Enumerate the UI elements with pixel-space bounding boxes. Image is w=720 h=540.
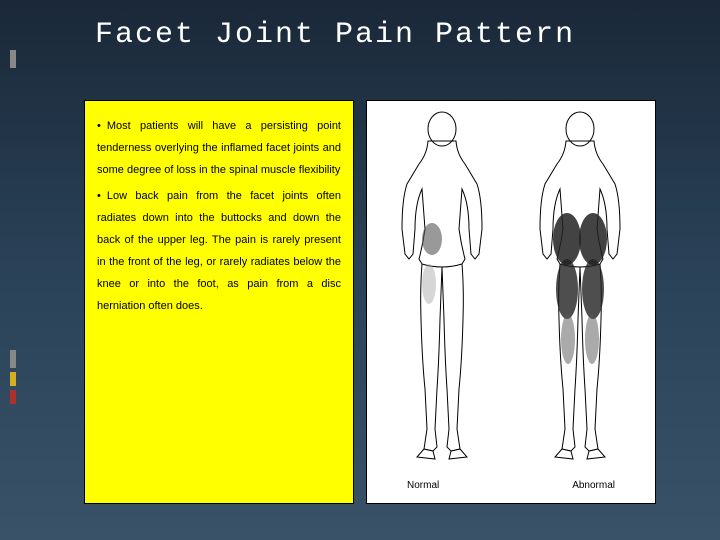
figure-abnormal — [515, 109, 645, 464]
body-outline-abnormal-icon — [515, 109, 645, 464]
anatomical-figure-box: Normal Abnormal — [366, 100, 656, 504]
bullet-item: •Most patients will have a persisting po… — [97, 115, 341, 181]
caption-abnormal: Abnormal — [572, 480, 615, 491]
bullet-item: •Low back pain from the facet joints oft… — [97, 185, 341, 317]
bullet-marker: • — [97, 185, 101, 207]
body-outline-normal-icon — [377, 109, 507, 464]
bullet-marker: • — [97, 115, 101, 137]
caption-normal: Normal — [407, 480, 439, 491]
slide-title: Facet Joint Pain Pattern — [95, 18, 575, 52]
bullet-text: Low back pain from the facet joints ofte… — [97, 190, 341, 312]
side-accent-bars — [0, 0, 20, 540]
bullet-text: Most patients will have a persisting poi… — [97, 120, 341, 176]
text-box: •Most patients will have a persisting po… — [84, 100, 354, 504]
figure-normal — [377, 109, 507, 464]
content-area: •Most patients will have a persisting po… — [84, 100, 664, 515]
